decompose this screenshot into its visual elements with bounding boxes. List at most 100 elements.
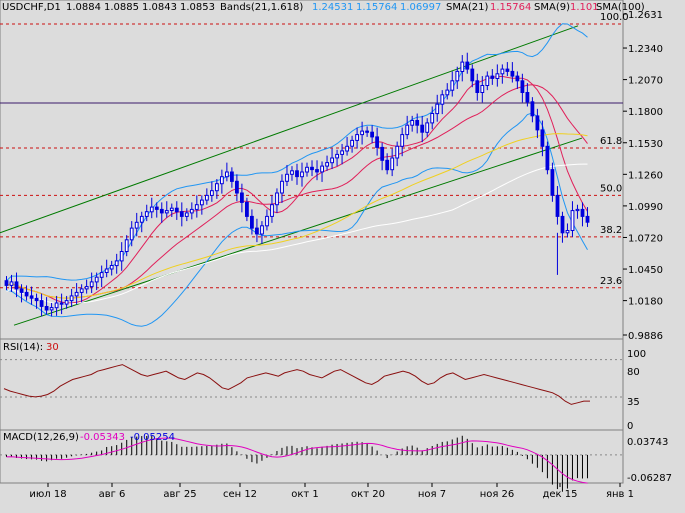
price-scale-label: 1.0450 bbox=[628, 265, 663, 276]
candle-body bbox=[260, 225, 264, 235]
price-scale-label: 1.0990 bbox=[628, 202, 663, 213]
price-scale-label: 1.1530 bbox=[628, 139, 663, 150]
candle-body bbox=[375, 136, 380, 148]
candle-body bbox=[495, 73, 500, 80]
header-open: 1.0884 bbox=[66, 2, 101, 13]
candle-body bbox=[270, 204, 274, 217]
candle-body bbox=[285, 173, 289, 182]
candle-body bbox=[415, 120, 420, 126]
candle-body bbox=[365, 130, 370, 133]
candle-body bbox=[370, 131, 375, 138]
candle-body bbox=[114, 260, 119, 267]
candle-body bbox=[164, 210, 169, 214]
candle-body bbox=[124, 239, 129, 253]
candle-body bbox=[29, 295, 34, 299]
candle-body bbox=[79, 288, 84, 293]
candle-body bbox=[305, 166, 309, 173]
rsi-panel bbox=[0, 359, 623, 405]
time-label: авг 25 bbox=[163, 489, 196, 500]
macd-scale-top: 0.03743 bbox=[627, 437, 668, 448]
fib-label: 100.0 bbox=[600, 12, 629, 23]
candle-body bbox=[205, 194, 209, 201]
candle-body bbox=[134, 221, 139, 229]
header-band-mid: 1.15764 bbox=[356, 2, 397, 13]
candle-body bbox=[420, 124, 425, 133]
candle-body bbox=[104, 268, 109, 273]
candle-body bbox=[109, 265, 114, 270]
price-scale-label: 0.9886 bbox=[628, 331, 663, 342]
price-scale-label: 1.1260 bbox=[628, 170, 663, 181]
candle-body bbox=[300, 171, 304, 178]
time-label: ноя 26 bbox=[480, 489, 515, 500]
price-scale-label: 1.2070 bbox=[628, 76, 663, 87]
candlesticks bbox=[4, 52, 590, 317]
candle-body bbox=[255, 227, 259, 235]
header-sma9-value: 1.101 bbox=[570, 2, 599, 13]
candle-body bbox=[475, 80, 480, 94]
candle-body bbox=[505, 68, 510, 72]
header-bands-label: Bands(21,1.618) bbox=[220, 2, 303, 13]
candle-body bbox=[59, 302, 64, 305]
candle-body bbox=[580, 208, 585, 217]
candle-body bbox=[9, 281, 14, 286]
price-scale-label: 1.2340 bbox=[628, 44, 663, 55]
panel-frames bbox=[0, 0, 624, 484]
macd-value-2: -0.05254 bbox=[130, 432, 175, 443]
candle-body bbox=[450, 80, 455, 91]
candle-body bbox=[129, 227, 134, 241]
candle-body bbox=[310, 166, 314, 171]
candle-body bbox=[94, 276, 99, 283]
rsi-label: RSI(14): bbox=[3, 342, 43, 353]
candle-body bbox=[19, 288, 24, 293]
rsi-labels: RSI(14): 30 100 80 35 0 bbox=[3, 342, 646, 432]
rsi-scale-0: 0 bbox=[627, 421, 633, 432]
chart-header: USDCHF,D1 1.0884 1.0885 1.0843 1.0853 Ba… bbox=[2, 2, 645, 13]
candle-body bbox=[189, 208, 194, 214]
rsi-scale-35: 35 bbox=[627, 397, 640, 408]
candle-body bbox=[335, 153, 340, 159]
header-band-upper: 1.24531 bbox=[312, 2, 353, 13]
candle-body bbox=[390, 157, 395, 171]
candle-body bbox=[560, 215, 565, 234]
candle-body bbox=[275, 192, 279, 206]
price-scale-label: 1.2631 bbox=[628, 10, 663, 21]
fib-label: 23.6 bbox=[600, 276, 622, 287]
candle-body bbox=[290, 170, 294, 175]
candle-body bbox=[350, 139, 355, 147]
bollinger-bands bbox=[6, 23, 588, 327]
macd-value-1: -0.05343 bbox=[80, 432, 125, 443]
candle-body bbox=[380, 146, 385, 161]
long-average-line bbox=[6, 163, 588, 305]
candle-body bbox=[385, 159, 390, 171]
candle-body bbox=[24, 291, 29, 297]
candle-body bbox=[540, 129, 545, 147]
candle-body bbox=[345, 145, 350, 152]
candle-body bbox=[84, 286, 89, 290]
candle-body bbox=[445, 89, 450, 96]
sma100-line bbox=[6, 133, 588, 299]
header-sma100-label: SMA(100) bbox=[596, 2, 645, 13]
candle-body bbox=[425, 122, 430, 133]
candle-body bbox=[295, 170, 299, 178]
candle-body bbox=[460, 61, 465, 72]
time-label: окт 1 bbox=[291, 489, 319, 500]
header-close: 1.0853 bbox=[180, 2, 215, 13]
candle-body bbox=[470, 68, 475, 82]
candle-body bbox=[74, 291, 79, 297]
candle-body bbox=[480, 85, 485, 93]
candle-body bbox=[555, 194, 560, 217]
macd-scale-bottom: -0.06287 bbox=[627, 473, 672, 484]
candle-body bbox=[44, 306, 49, 311]
candle-body bbox=[440, 94, 445, 105]
candle-body bbox=[194, 204, 199, 210]
price-scale: 1.2631 1.2340 1.2070 1.1800 1.1530 1.1260 1.09… bbox=[623, 10, 663, 342]
candle-body bbox=[4, 280, 9, 286]
candle-body bbox=[570, 210, 575, 232]
candle-body bbox=[54, 302, 59, 309]
candle-body bbox=[215, 183, 219, 192]
price-scale-label: 1.0720 bbox=[628, 233, 663, 244]
candle-body bbox=[69, 295, 74, 302]
candle-body bbox=[235, 180, 239, 194]
candle-body bbox=[515, 75, 520, 82]
